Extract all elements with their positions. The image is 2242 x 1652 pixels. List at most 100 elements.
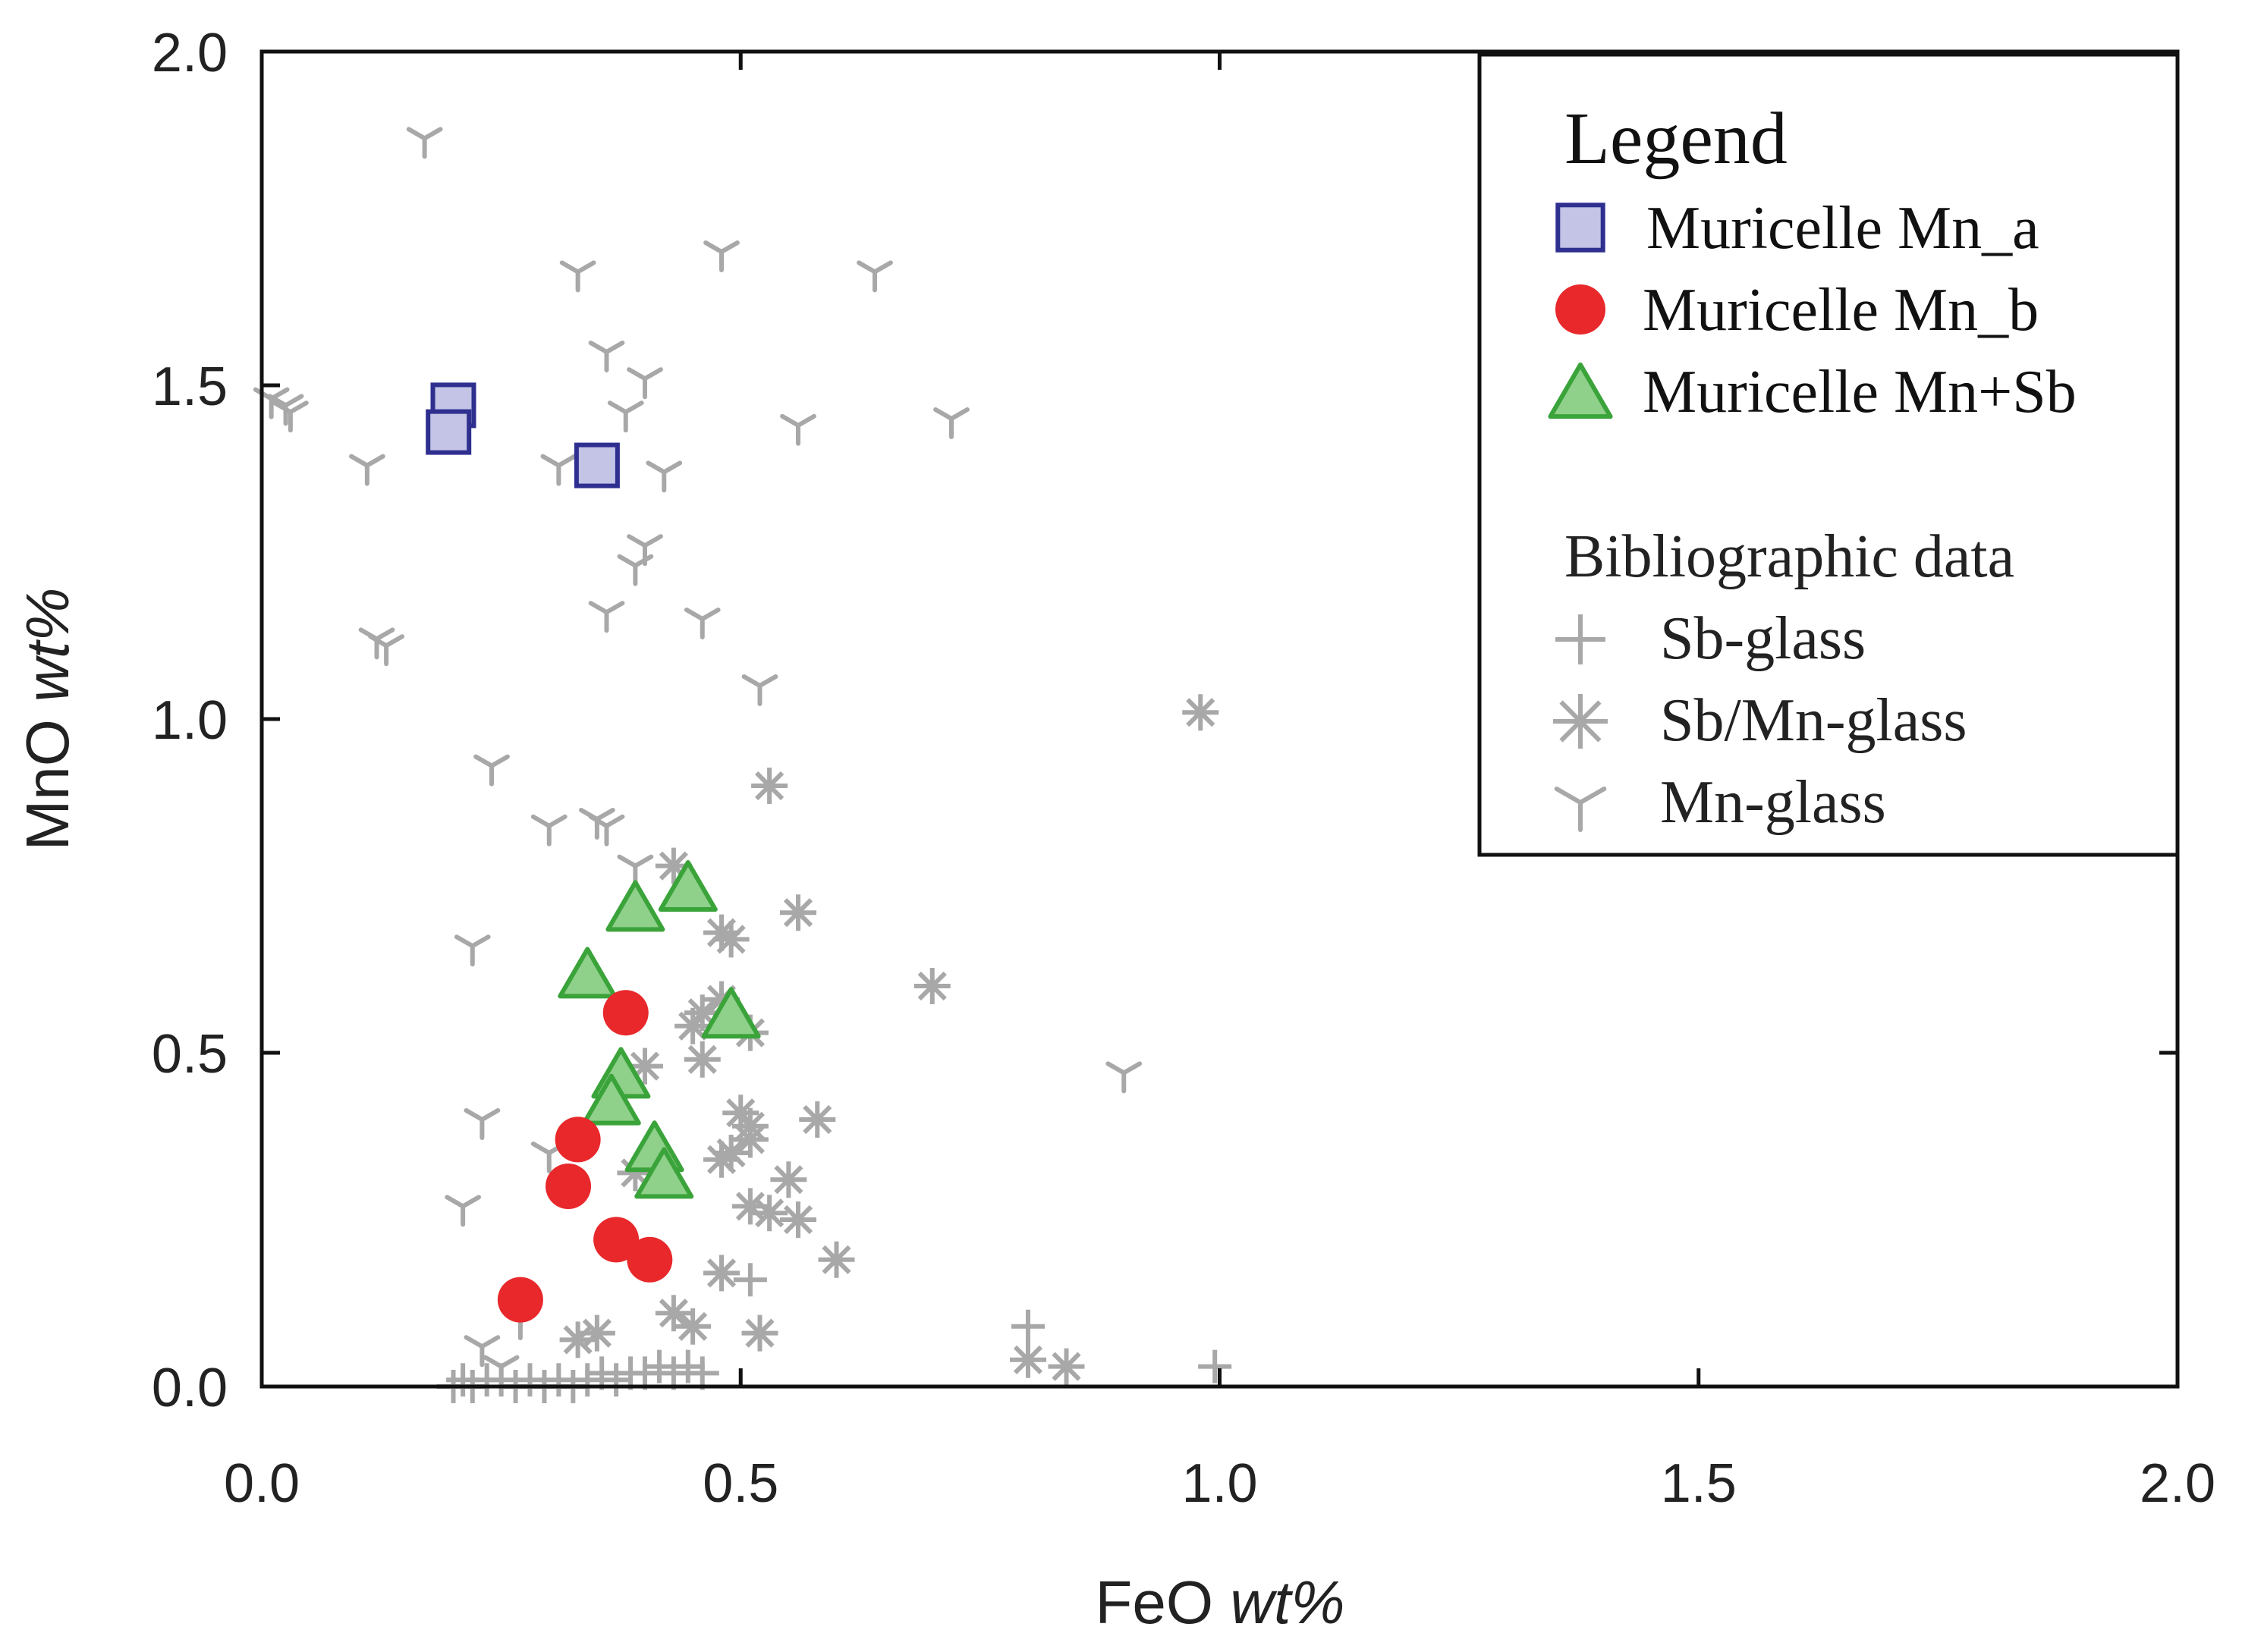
data-point-sb-mn-glass-24: [818, 1241, 855, 1278]
x-tick-label-0: 0.0: [224, 1453, 300, 1514]
data-point-sb-mn-glass-9: [674, 1007, 712, 1044]
data-point-sb-glass-4: [484, 1363, 518, 1397]
y-axis-title-unit: wt%: [14, 588, 81, 702]
data-point-mn-sb-0: [605, 880, 665, 932]
y-tick-label-3: 1.5: [152, 356, 228, 417]
y-axis: 0.0 0.5 1.0 1.5 2.0: [152, 23, 2178, 1418]
legend-marker-mn-a: [1555, 203, 1605, 253]
data-point-sb-mn-glass-21: [731, 1188, 769, 1225]
legend-marker-mn-b: [1555, 284, 1605, 334]
data-point-sb-mn-glass-26: [655, 1295, 692, 1332]
data-point-sb-glass-12: [599, 1363, 634, 1397]
legend-symbol-mn-glass: [1554, 787, 1607, 832]
data-point-mn-glass-4: [588, 341, 625, 372]
data-point-mn-glass-3: [857, 260, 893, 293]
y-axis-title: MnO wt%: [14, 588, 81, 851]
y-axis-title-main: MnO: [14, 719, 81, 850]
data-point-sb-mn-glass-0: [1182, 694, 1219, 731]
data-point-sb-mn-glass-31: [1010, 1341, 1046, 1378]
x-axis-title-unit: wt%: [1230, 1569, 1344, 1636]
legend-title: Legend: [1564, 98, 1788, 180]
legend-label-mn-b: Muricelle Mn_b: [1643, 277, 2039, 344]
data-point-mn-glass-0: [406, 127, 443, 159]
legend-symbol-mn-b: [1555, 284, 1605, 334]
data-point-mn-sb-7: [634, 1147, 694, 1199]
x-tick-label-4: 2.0: [2140, 1453, 2215, 1514]
data-point-sb-mn-glass-7: [703, 981, 740, 1018]
data-point-sb-mn-glass-18: [703, 1141, 740, 1178]
data-point-sb-mn-glass-1: [751, 768, 788, 804]
data-point-mn-glass-6: [607, 400, 644, 433]
data-point-mn-glass-16: [617, 554, 654, 586]
data-point-mn-sb-3: [701, 987, 761, 1039]
legend-marker-sb-glass: [1555, 614, 1605, 664]
legend-subheading: Bibliographic data: [1564, 523, 2014, 590]
data-point-mn-glass-31: [445, 1195, 482, 1227]
data-point-mn-b-3: [593, 1217, 640, 1263]
data-point-mn-glass-27: [454, 934, 491, 967]
series-muricelle-mn-sb-group: [558, 860, 761, 1199]
y-tick-label-1: 0.5: [152, 1024, 228, 1085]
y-tick-label-0: 0.0: [152, 1358, 228, 1418]
data-point-mn-glass-25: [588, 814, 625, 846]
data-point-mn-sb-1: [658, 860, 718, 912]
series-muricelle-mn-a-group: [426, 382, 620, 488]
data-point-sb-mn-glass-22: [751, 1195, 788, 1232]
data-point-sb-glass-10: [571, 1363, 605, 1397]
data-point-mn-glass-21: [741, 674, 778, 706]
data-point-mn-b-5: [497, 1277, 543, 1323]
data-point-sb-mn-glass-8: [684, 994, 721, 1032]
series-mn-glass-group: [253, 127, 1143, 1387]
series-muricelle-mn-b-group: [497, 990, 673, 1323]
data-point-mn-a-2: [574, 442, 620, 488]
data-point-sb-glass-15: [642, 1349, 676, 1383]
data-point-mn-glass-5: [627, 367, 663, 400]
data-point-sb-glass-8: [542, 1363, 576, 1397]
data-point-sb-mn-glass-5: [712, 921, 750, 958]
x-tick-label-3: 1.5: [1661, 1453, 1737, 1514]
data-point-mn-glass-20: [368, 634, 405, 667]
data-point-mn-glass-17: [588, 601, 625, 633]
data-point-mn-glass-29: [464, 1108, 501, 1140]
data-point-mn-b-1: [555, 1117, 601, 1163]
data-point-sb-mn-glass-23: [780, 1201, 816, 1238]
data-point-sb-glass-21: [1198, 1349, 1232, 1383]
data-point-mn-glass-2: [559, 260, 596, 293]
legend-symbol-mn-a: [1555, 203, 1605, 253]
data-point-mn-sb-5: [581, 1073, 641, 1126]
data-point-mn-glass-23: [530, 814, 568, 846]
legend-label-mn-sb: Muricelle Mn+Sb: [1643, 359, 2077, 426]
legend-label-sb-mn-glass: Sb/Mn-glass: [1660, 687, 1967, 754]
legend-symbol-sb-mn-glass: [1553, 694, 1608, 749]
data-point-sb-mn-glass-25: [703, 1255, 740, 1292]
legend-marker-sb-mn-glass: [1553, 694, 1608, 749]
data-point-mn-glass-22: [473, 754, 510, 787]
data-point-sb-mn-glass-19: [617, 1154, 654, 1192]
data-point-mn-a-1: [426, 409, 472, 455]
data-point-sb-mn-glass-3: [780, 894, 816, 931]
data-point-sb-mn-glass-11: [627, 1047, 663, 1085]
data-point-sb-glass-20: [1011, 1309, 1045, 1343]
data-point-mn-b-0: [602, 990, 649, 1036]
data-point-sb-mn-glass-2: [655, 847, 692, 884]
data-point-sb-mn-glass-13: [722, 1095, 759, 1132]
data-point-mn-glass-13: [540, 454, 577, 486]
data-point-mn-glass-18: [684, 608, 721, 639]
data-point-sb-mn-glass-6: [913, 968, 951, 1004]
data-point-sb-mn-glass-28: [741, 1314, 778, 1352]
data-point-mn-glass-1: [703, 240, 740, 272]
x-tick-label-1: 0.5: [703, 1453, 778, 1514]
series-sb-mn-glass-group: [559, 694, 1219, 1385]
legend-marker-mn-sb: [1548, 362, 1613, 419]
data-point-sb-glass-11: [585, 1356, 619, 1390]
data-point-mn-sb-2: [558, 947, 618, 999]
data-point-mn-glass-7: [780, 413, 816, 446]
data-point-sb-glass-19: [733, 1263, 767, 1297]
data-point-mn-b-2: [546, 1164, 591, 1209]
legend-marker-mn-glass: [1554, 787, 1607, 832]
legend: Legend Muricelle Mn_a Muricelle Mn_b Mur…: [1477, 52, 2180, 857]
data-point-mn-glass-11: [272, 400, 309, 433]
data-point-sb-mn-glass-12: [684, 1041, 721, 1078]
data-point-sb-mn-glass-27: [674, 1308, 712, 1345]
data-point-mn-glass-14: [646, 460, 683, 493]
